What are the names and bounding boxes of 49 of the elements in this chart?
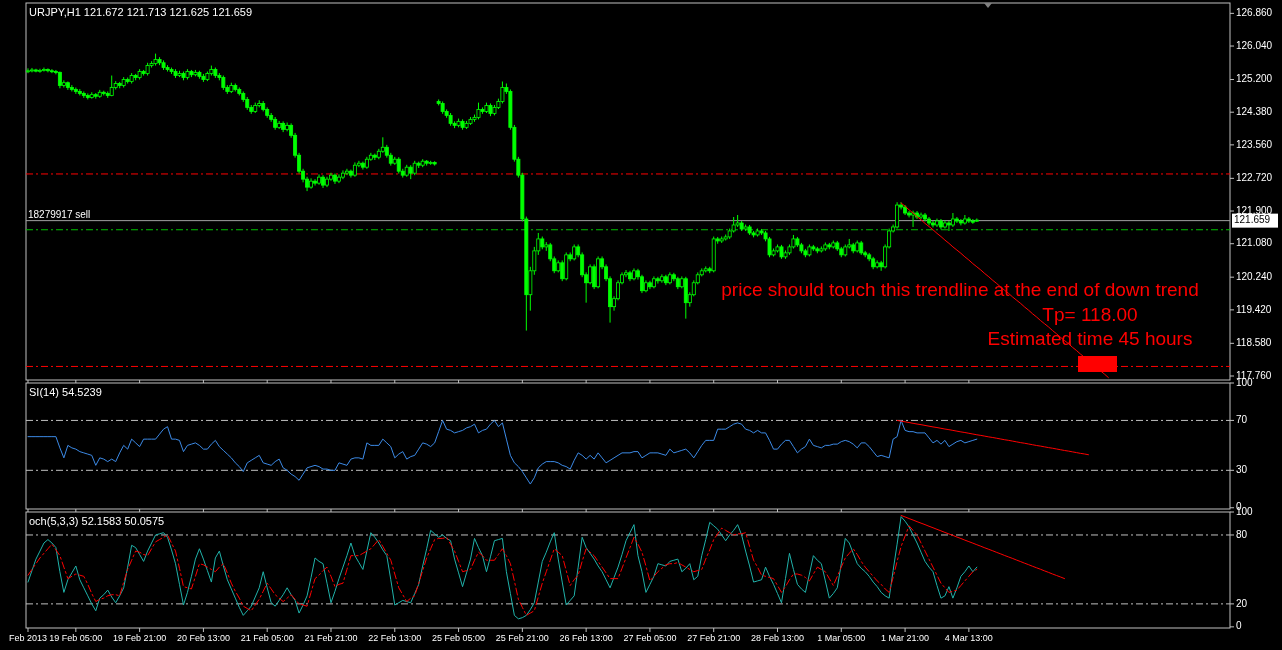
line-series [27, 419, 978, 485]
y-tick-label: 70 [1236, 414, 1248, 426]
y-tick-label: 119.420 [1236, 303, 1272, 315]
annotation: Tp= 118.00 [1042, 304, 1138, 325]
chart-title: SI(14) 54.5239 [29, 386, 102, 398]
chart-title: och(5,3,3) 52.1583 50.0575 [29, 515, 165, 527]
text: 121.659 [1234, 214, 1271, 226]
y-tick-label: 123.560 [1236, 138, 1273, 150]
y-tick-label: 125.200 [1236, 73, 1273, 85]
candlestick [313, 178, 317, 187]
candlestick [659, 273, 664, 284]
x-tick-label: 1 Mar 21:00 [881, 633, 930, 643]
x-tick-label: 25 Feb 05:00 [432, 633, 486, 643]
x-tick-label: 21 Feb 21:00 [304, 633, 358, 643]
y-tick-label: 124.380 [1236, 105, 1273, 117]
y-tick-label: 121.900 [1236, 204, 1273, 216]
candlestick [49, 68, 54, 74]
y-tick-label: 126.860 [1236, 7, 1273, 18]
y-tick-label: 30 [1236, 463, 1248, 475]
y-tick-label: 20 [1236, 597, 1248, 609]
candlestick [344, 168, 349, 176]
y-tick-label: 0 [1236, 620, 1242, 632]
x-tick-label: 27 Feb 05:00 [623, 633, 677, 643]
y-tick-label: 121.080 [1236, 237, 1273, 249]
chart-title: URJPY,H1 121.672 121.713 121.625 121.659 [29, 6, 253, 18]
x-tick-label: 19 Feb 05:00 [49, 633, 103, 643]
x-tick-label: 27 Feb 21:00 [687, 633, 741, 643]
candlestick [41, 67, 46, 73]
x-tick-label: 1 Mar 05:00 [817, 633, 866, 643]
x-tick-label: 22 Feb 13:00 [368, 633, 422, 643]
ref-line-label: 18279917 sell [28, 208, 91, 220]
x-tick-label: 21 Feb 05:00 [240, 633, 294, 643]
x-tick-label: 20 Feb 13:00 [176, 633, 230, 643]
y-tick-label: 122.720 [1236, 171, 1273, 183]
y-tick-label: 126.040 [1236, 39, 1273, 51]
candlestick [655, 276, 660, 285]
x-tick-label: 25 Feb 21:00 [495, 633, 549, 643]
line-series [900, 514, 1066, 580]
x-tick-label: 4 Mar 13:00 [944, 633, 993, 643]
candlestick [38, 68, 42, 74]
x-tick-label: 26 Feb 13:00 [559, 633, 613, 643]
x-tick-label: 19 Feb 21:00 [113, 633, 167, 643]
line-series [896, 419, 1089, 456]
y-tick-label: 118.580 [1236, 336, 1272, 348]
y-tick-label: 80 [1236, 528, 1248, 540]
candlestick [45, 67, 50, 73]
x-tick-label: Feb 2013 [8, 633, 48, 643]
y-tick-label: 120.240 [1236, 270, 1273, 282]
x-tick-label: 28 Feb 13:00 [750, 633, 805, 643]
